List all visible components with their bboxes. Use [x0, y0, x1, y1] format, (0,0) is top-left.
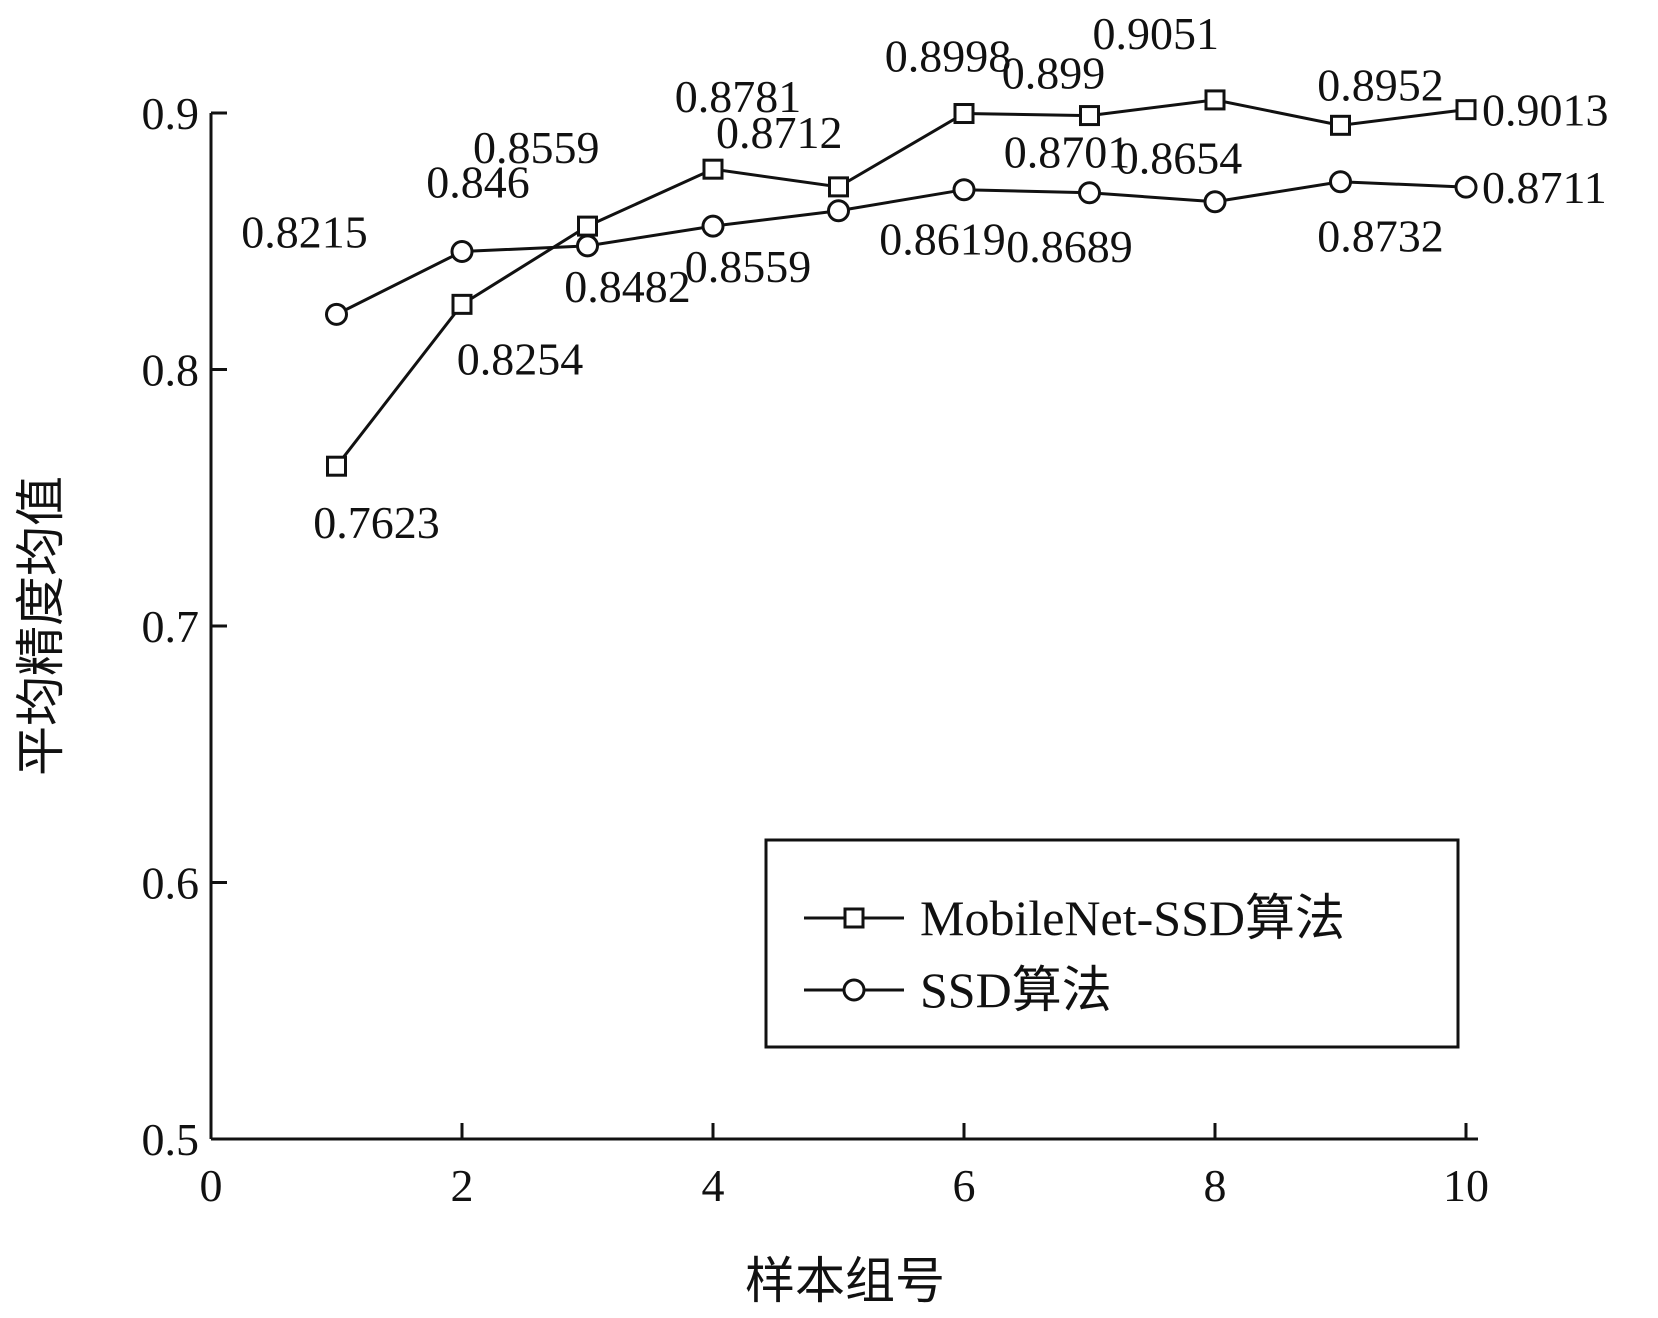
y-tick-label: 0.9 [142, 88, 200, 139]
data-label: 0.8732 [1317, 211, 1444, 262]
square-marker [953, 103, 975, 125]
x-tick-label: 8 [1204, 1160, 1227, 1211]
square-marker [1079, 105, 1100, 127]
data-label: 0.7623 [313, 497, 440, 548]
data-label: 0.8701 [1004, 127, 1131, 178]
data-label: 0.8781 [675, 71, 802, 122]
data-label: 0.9013 [1482, 85, 1609, 136]
legend: MobileNet-SSD算法 SSD算法 [764, 838, 1460, 1049]
circle-marker [952, 178, 976, 202]
circle-marker [1078, 181, 1101, 205]
x-ticks: 0 2 4 6 8 10 [200, 1123, 1489, 1211]
square-marker [577, 215, 598, 237]
data-label: 0.8952 [1317, 59, 1444, 110]
circle-marker [325, 302, 348, 326]
series-layer [325, 89, 1478, 477]
circle-marker [450, 240, 474, 264]
data-label: 0.899 [1002, 48, 1106, 99]
circle-marker [1203, 190, 1227, 214]
square-marker [1204, 89, 1226, 111]
legend-square-marker [843, 907, 865, 929]
data-label: 0.8559 [473, 122, 600, 173]
square-marker [451, 293, 473, 315]
x-tick-label: 2 [451, 1160, 474, 1211]
series-line-mobilenet-ssd [335, 98, 1467, 468]
data-label: 0.8215 [241, 206, 368, 257]
data-label: 0.8559 [685, 241, 812, 292]
square-marker [1330, 114, 1351, 136]
data-label: 0.846 [426, 157, 530, 208]
x-tick-label: 0 [200, 1160, 223, 1211]
data-label: 0.8619 [879, 214, 1006, 265]
circle-marker [576, 234, 599, 258]
y-tick-label: 0.5 [142, 1114, 200, 1165]
square-marker [1455, 99, 1477, 121]
data-label: 0.9051 [1093, 8, 1220, 59]
x-tick-label: 10 [1443, 1160, 1489, 1211]
legend-label-ssd: SSD算法 [920, 962, 1112, 1018]
y-tick-label: 0.6 [142, 858, 200, 909]
legend-label-mobilenet: MobileNet-SSD算法 [920, 890, 1345, 946]
data-label: 0.8712 [716, 107, 843, 158]
data-labels: 0.76230.82540.85590.87810.87120.89980.89… [241, 8, 1608, 548]
series-line-ssd [335, 180, 1467, 316]
legend-box [764, 838, 1460, 1049]
y-ticks: 0.5 0.6 0.7 0.8 0.9 [142, 88, 227, 1165]
data-label: 0.8711 [1482, 162, 1607, 213]
x-tick-label: 6 [953, 1160, 976, 1211]
y-tick-label: 0.7 [142, 601, 200, 652]
circle-marker [1454, 175, 1478, 199]
data-label: 0.8689 [1006, 221, 1133, 272]
y-tick-label: 0.8 [142, 345, 200, 396]
square-marker [828, 176, 849, 198]
square-marker [326, 455, 347, 477]
x-axis-title: 样本组号 [745, 1253, 945, 1309]
y-axis-title: 平均精度均值 [13, 476, 69, 776]
data-label: 0.8654 [1116, 133, 1243, 184]
data-label: 0.8998 [885, 31, 1012, 82]
circle-marker [827, 199, 850, 223]
legend-circle-marker [842, 978, 866, 1002]
circle-marker [1329, 170, 1352, 194]
square-marker [702, 158, 724, 180]
x-tick-label: 4 [702, 1160, 725, 1211]
circle-marker [701, 214, 725, 238]
data-label: 0.8482 [564, 261, 691, 312]
data-label: 0.8254 [457, 333, 584, 384]
